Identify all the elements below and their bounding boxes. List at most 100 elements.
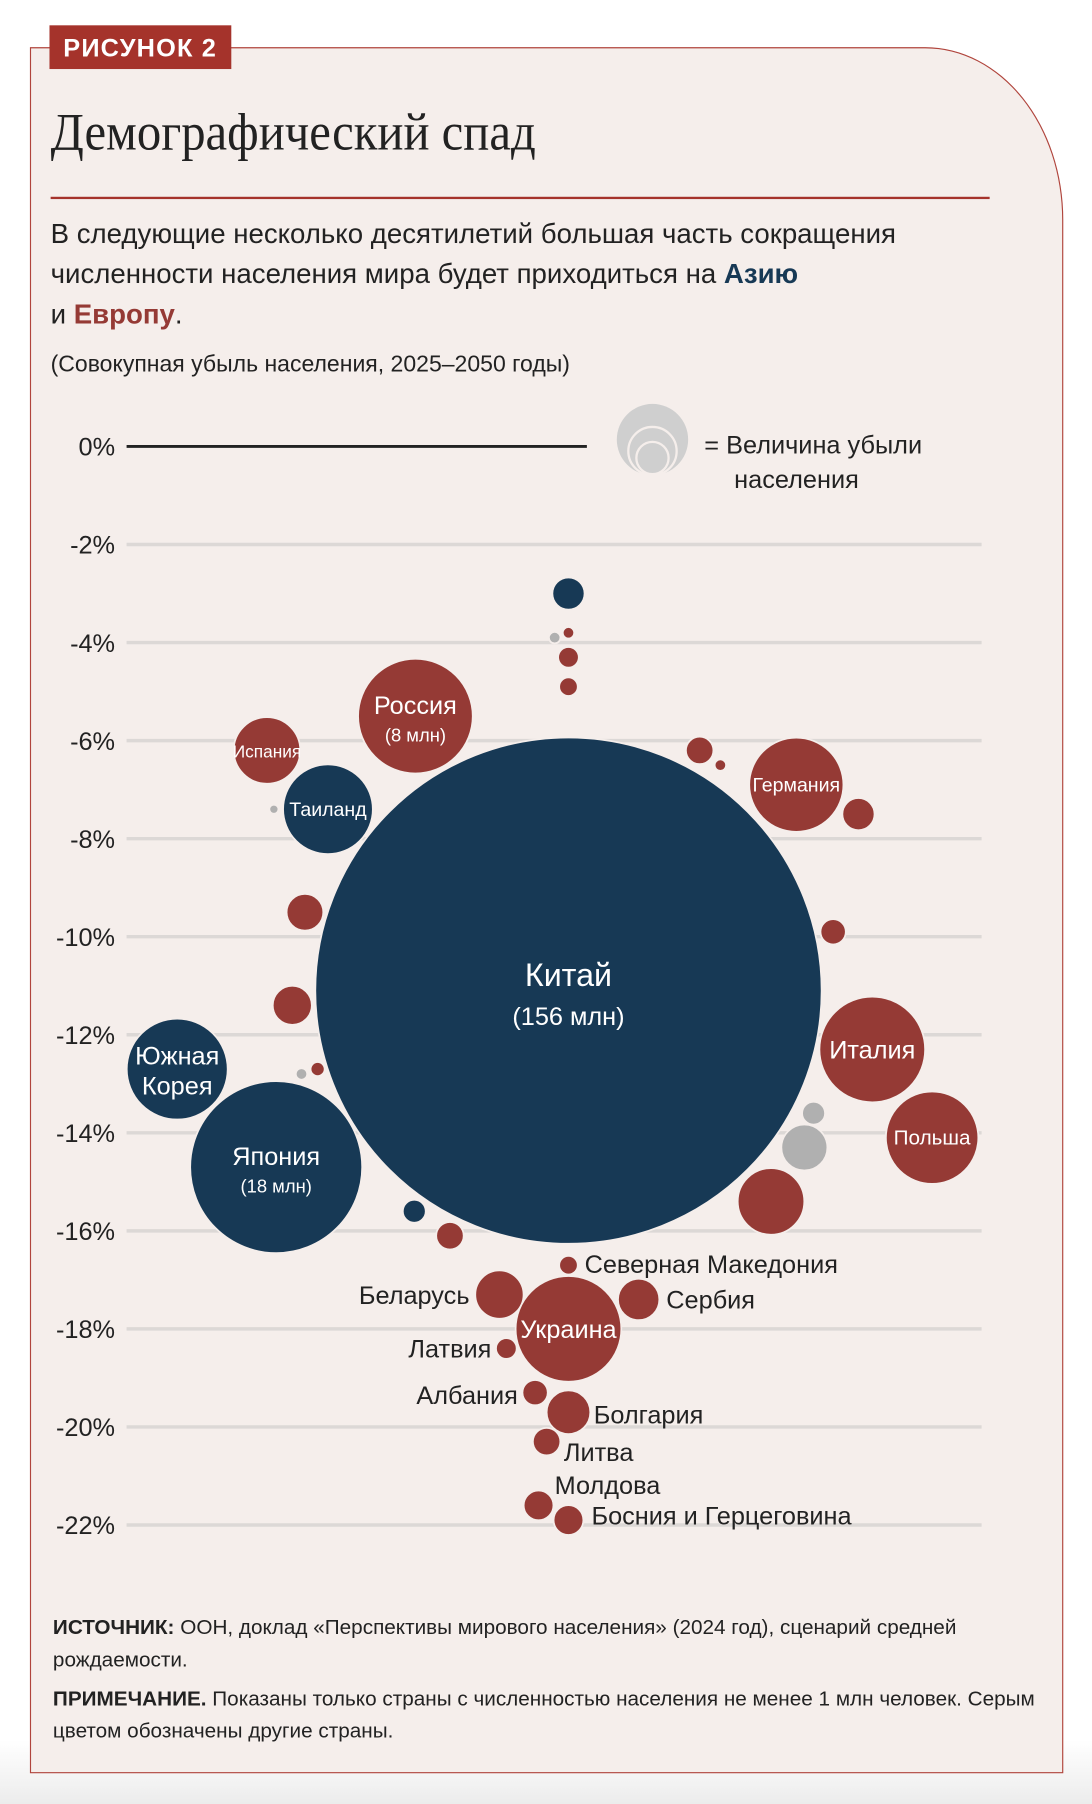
y-tick-label: -10% — [56, 924, 115, 952]
y-tick-label: -18% — [56, 1316, 115, 1344]
y-tick-label: -2% — [70, 532, 115, 560]
bubble — [548, 631, 562, 645]
bubble-label: Италия — [829, 1037, 915, 1065]
bubble-label: Южная — [135, 1042, 219, 1070]
bubble-label: Таиланд — [289, 799, 367, 821]
y-tick-label: -16% — [56, 1218, 115, 1246]
note-text: Показаны только страны с численностью на… — [52, 1686, 1035, 1743]
bubble-Сербия — [617, 1277, 661, 1322]
bubble-label: Беларусь — [359, 1282, 470, 1310]
bubble-label: Германия — [752, 775, 840, 797]
note: ПРИМЕЧАНИЕ. Показаны только страны с чис… — [53, 1682, 1043, 1746]
bubble-value-label: (18 млн) — [240, 1175, 311, 1196]
bubble-label: Испания — [233, 741, 301, 761]
bubble — [736, 1167, 806, 1236]
y-tick-label: -8% — [70, 826, 115, 854]
figure-title: Демографический спад — [50, 102, 536, 162]
y-tick-label: 0% — [79, 434, 116, 462]
bubble-label: Болгария — [594, 1402, 704, 1430]
bubble-Албания — [521, 1379, 549, 1407]
y-tick-label: -14% — [56, 1120, 115, 1148]
subtitle-europe: Европу — [73, 299, 175, 331]
bubble — [401, 1198, 427, 1224]
bubble-Южная Корея — [125, 1017, 229, 1121]
source-note: ИСТОЧНИК: ООН, доклад «Перспективы миров… — [53, 1611, 1043, 1675]
bubble-label: Япония — [232, 1143, 320, 1171]
bubble-label: Северная Македония — [585, 1251, 838, 1279]
bubble-Япония — [189, 1080, 364, 1254]
bubble — [819, 918, 847, 946]
bubble-Италия — [818, 995, 926, 1104]
bubble — [780, 1123, 829, 1172]
bubble-Литва — [531, 1427, 562, 1457]
bubble-value-label: (8 млн) — [385, 724, 446, 745]
bubble-Россия — [357, 657, 474, 775]
bubble — [551, 576, 586, 611]
bubble — [801, 1100, 826, 1126]
subtitle-text: численности населения мира будет приходи… — [50, 258, 724, 290]
bubble-Беларусь — [474, 1269, 525, 1320]
bubble-label: Албания — [416, 1382, 517, 1410]
bubble-Украина — [514, 1275, 623, 1383]
note-label: ПРИМЕЧАНИЕ. — [52, 1686, 207, 1711]
bubble — [557, 646, 580, 669]
bubble-label: Корея — [142, 1072, 213, 1100]
title-divider — [50, 196, 990, 200]
source-text: ООН, доклад «Перспективы мирового населе… — [52, 1615, 957, 1671]
bubble-label: Молдова — [555, 1472, 662, 1500]
bubble-Болгария — [545, 1389, 592, 1435]
bubble — [435, 1221, 465, 1251]
subtitle-line-1: В следующие несколько десятилетий больша… — [50, 218, 896, 250]
bubble-Таиланд — [282, 763, 374, 855]
bubble — [713, 758, 727, 772]
bubble-label: Китай — [525, 957, 612, 993]
bubble — [841, 797, 876, 832]
bubble-Польша — [885, 1090, 980, 1185]
y-tick-label: -20% — [56, 1414, 115, 1442]
subtitle-text: . — [174, 299, 183, 331]
bubble — [294, 1067, 309, 1081]
bubble-Латвия — [495, 1337, 518, 1360]
bubble-Китай — [314, 736, 823, 1245]
footnotes: ИСТОЧНИК: ООН, доклад «Перспективы миров… — [53, 1611, 1043, 1754]
bubble — [285, 892, 325, 932]
bubble — [268, 803, 280, 815]
subtitle-line-2: численности населения мира будет приходи… — [51, 254, 896, 294]
legend-size-icon — [616, 403, 689, 477]
y-tick-label: -6% — [70, 728, 115, 756]
y-tick-label: -22% — [56, 1512, 115, 1540]
bubble-Испания — [232, 716, 302, 785]
legend-line-1: = Величина убыли — [704, 430, 923, 460]
bubble-label: Украина — [520, 1316, 617, 1344]
bubble-label: Латвия — [408, 1336, 491, 1364]
figure-badge: РИСУНОК 2 — [49, 25, 231, 70]
bubble-Молдова — [522, 1489, 555, 1522]
bubble-Германия — [748, 736, 845, 833]
figure-subtitle: В следующие несколько десятилетий больша… — [51, 214, 896, 335]
bubble-label: Литва — [564, 1439, 634, 1467]
legend-line-2: населения — [734, 464, 859, 494]
source-label: ИСТОЧНИК: — [52, 1615, 175, 1639]
subtitle-text: и — [50, 299, 74, 331]
legend-circle-small — [635, 440, 670, 476]
bubble — [271, 984, 313, 1026]
bubble-label: Сербия — [666, 1287, 755, 1315]
bubble — [558, 676, 579, 697]
bubble — [309, 1061, 326, 1077]
bubble-label: Босния и Герцеговина — [591, 1503, 852, 1531]
legend-text: = Величина убыли населения — [704, 428, 922, 497]
bubble-Босния и Герцеговина — [552, 1504, 585, 1536]
bubble-label: Россия — [374, 692, 457, 720]
bubble-value-label: (156 млн) — [512, 1003, 624, 1031]
unit-note: (Совокупная убыль населения, 2025–2050 г… — [50, 352, 570, 378]
bubble — [685, 735, 715, 766]
subtitle-asia: Азию — [723, 258, 799, 290]
y-tick-label: -4% — [70, 630, 115, 658]
y-tick-label: -12% — [56, 1022, 115, 1050]
subtitle-line-3: и Европу. — [51, 295, 896, 335]
bubble-label: Польша — [894, 1127, 971, 1150]
bubble — [561, 626, 576, 640]
bubble-Северная Македония — [558, 1255, 579, 1276]
